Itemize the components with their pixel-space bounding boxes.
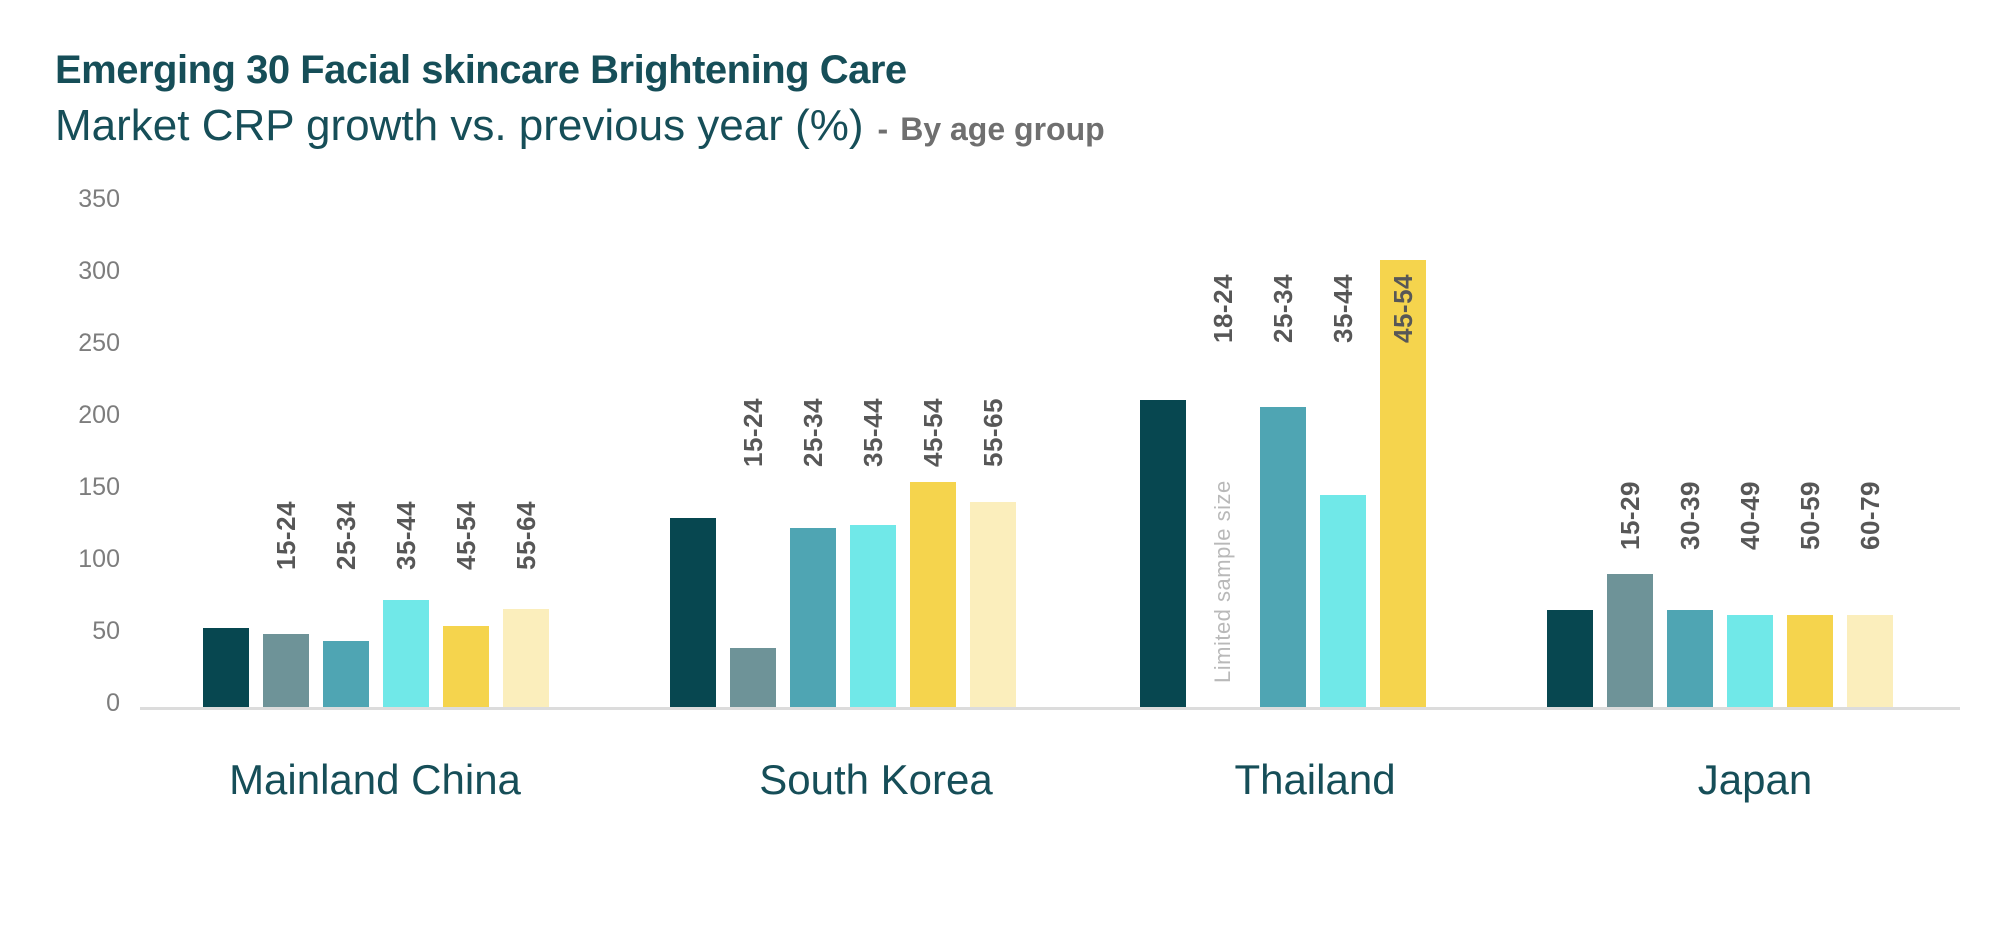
age-group-label: 15-24: [271, 501, 301, 570]
age-group-label: 45-54: [451, 501, 481, 570]
x-axis-category-label: Mainland China: [229, 756, 521, 803]
page-subtitle: Market CRP growth vs. previous year (%) -…: [55, 102, 1105, 153]
bar-mainland-china-25-34: [323, 641, 369, 707]
age-group-label: 40-49: [1735, 481, 1765, 550]
bar-south-korea-35-44: [850, 525, 896, 707]
age-group-label: 45-54: [918, 398, 948, 467]
bar-mainland-china-55-64: [503, 609, 549, 707]
age-group-label: 45-54: [1388, 274, 1418, 343]
age-group-label: 60-79: [1855, 481, 1885, 550]
bar-thailand-45-54: [1380, 260, 1426, 707]
subtitle-tag: By age group: [900, 111, 1105, 147]
page-title: Emerging 30 Facial skincare Brightening …: [55, 48, 907, 92]
bar-mainland-china-15-24: [263, 634, 309, 707]
bar-japan-60-79: [1847, 615, 1893, 707]
age-group-label: 25-34: [1268, 274, 1298, 343]
subtitle-separator: -: [877, 111, 889, 147]
x-axis-category-label: South Korea: [759, 756, 993, 803]
age-group-label: 35-44: [391, 501, 421, 570]
bar-mainland-china-45-54: [443, 626, 489, 707]
bar-thailand-total: [1140, 400, 1186, 707]
age-group-label: 25-34: [331, 501, 361, 570]
limited-sample-size-note: Limited sample size: [1210, 480, 1235, 683]
y-axis-tick-label: 0: [106, 689, 120, 717]
x-axis-line: [140, 707, 1960, 710]
age-group-label: 55-64: [511, 501, 541, 570]
y-axis-tick-label: 50: [92, 616, 120, 645]
age-group-label: 55-65: [978, 398, 1008, 467]
age-group-label: 30-39: [1675, 481, 1705, 550]
x-axis-category-label: Thailand: [1234, 756, 1396, 803]
bar-south-korea-total: [670, 518, 716, 707]
age-group-label: 25-34: [798, 398, 828, 467]
bar-japan-15-29: [1607, 574, 1653, 707]
age-group-label: 15-24: [738, 398, 768, 467]
y-axis-tick-label: 300: [78, 256, 120, 285]
bar-thailand-35-44: [1320, 495, 1366, 707]
age-group-label: 35-44: [1328, 274, 1358, 343]
subtitle-main: Market CRP growth vs. previous year (%): [55, 101, 864, 150]
bar-south-korea-25-34: [790, 528, 836, 707]
y-axis-tick-label: 150: [78, 472, 120, 501]
y-axis-tick-label: 250: [78, 328, 120, 357]
bar-japan-40-49: [1727, 615, 1773, 707]
x-axis-category-label: Japan: [1697, 756, 1813, 803]
y-axis-tick-label: 200: [78, 400, 120, 429]
age-group-label: 15-29: [1615, 481, 1645, 550]
bar-south-korea-45-54: [910, 482, 956, 707]
y-axis-tick-label: 350: [78, 184, 120, 213]
bar-japan-total: [1547, 610, 1593, 707]
bar-south-korea-15-24: [730, 648, 776, 707]
bar-mainland-china-total: [203, 628, 249, 707]
bar-mainland-china-35-44: [383, 600, 429, 707]
age-group-label: 50-59: [1795, 481, 1825, 550]
bar-japan-50-59: [1787, 615, 1833, 707]
bar-japan-30-39: [1667, 610, 1713, 707]
age-group-label: 18-24: [1208, 274, 1238, 343]
y-axis-tick-label: 100: [78, 544, 120, 573]
bar-south-korea-55-65: [970, 502, 1016, 707]
age-group-label: 35-44: [858, 398, 888, 467]
bar-thailand-25-34: [1260, 407, 1306, 707]
